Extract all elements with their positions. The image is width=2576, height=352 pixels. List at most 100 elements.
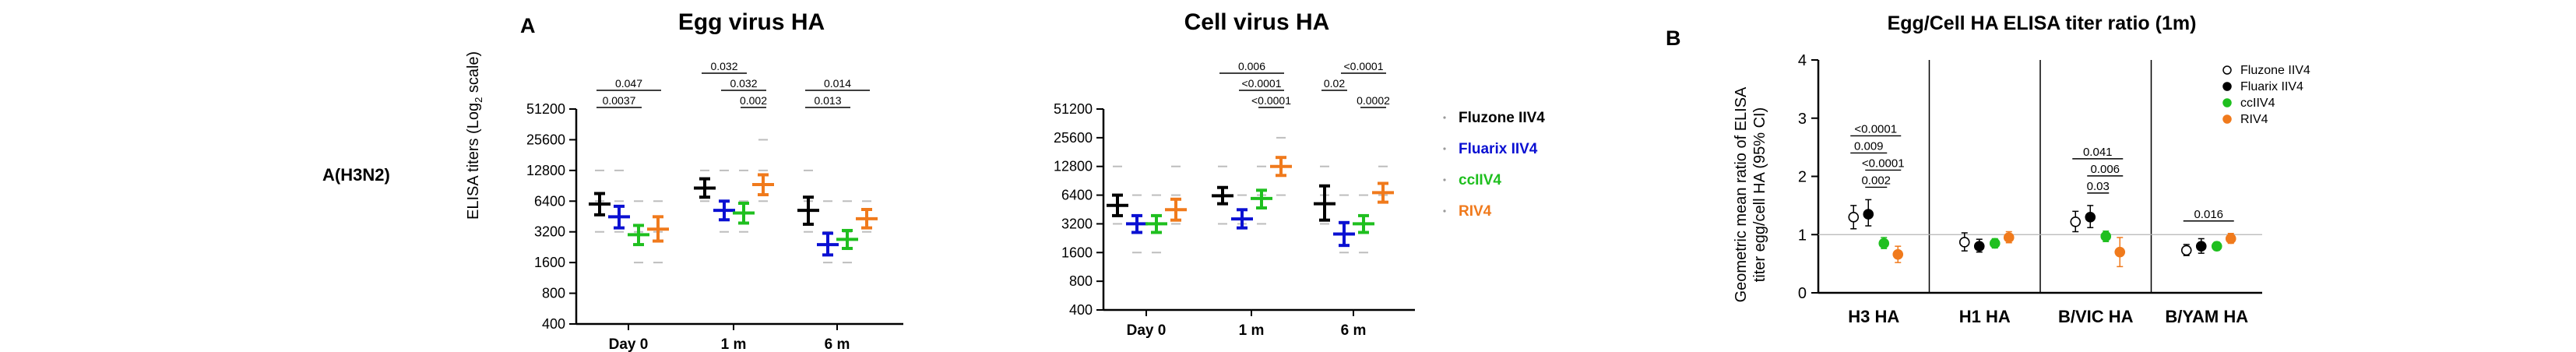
p-value-label: 0.0037	[603, 94, 636, 107]
p-value-label: 0.013	[814, 94, 841, 107]
egg-virus-ha-chart: Egg virus HA 400 800 1600 3200 6400 12800 25600…	[526, 9, 903, 352]
p-value-label: 0.009	[1854, 139, 1884, 153]
p-value-label: 0.006	[1238, 60, 1265, 72]
p-value-label: <0.0001	[1862, 157, 1905, 170]
legend-label: RIV4	[2240, 113, 2268, 126]
data-point	[2085, 212, 2096, 223]
y-tick-label: 1	[1798, 227, 1807, 244]
egg-cell-ratio-chart: Egg/Cell HA ELISA titer ratio (1m) 0 1 2 3 4 H…	[1798, 12, 2310, 326]
y-axis-label-b-line1: Geometric mean ratio of ELISA	[1733, 86, 1750, 302]
legend-label: Fluarix IIV4	[2240, 80, 2303, 93]
data-point	[2070, 216, 2082, 227]
y-axis-label-a: ELISA titers (Log2 scale)	[465, 51, 484, 220]
series-cciiv4	[628, 202, 858, 251]
panel-b-letter: B	[1666, 26, 1681, 50]
series-fluzone-iiv4	[589, 177, 819, 226]
chart-title: Cell virus HA	[1184, 9, 1330, 35]
data-point	[2225, 233, 2236, 245]
p-value-label: 0.02	[1324, 77, 1345, 90]
p-value-label: 0.002	[1861, 174, 1891, 187]
legend-label: Fluzone IIV4	[2240, 64, 2310, 77]
legend-label: ccIIV4	[1459, 172, 1501, 188]
series-fluarix-iiv4	[608, 199, 839, 257]
legend-marker	[2222, 82, 2232, 91]
y-tick-label: 3200	[534, 224, 565, 240]
data-point	[1863, 209, 1874, 220]
data-point	[2003, 232, 2015, 243]
data-point	[2114, 246, 2126, 258]
x-tick-label: H1 HA	[1959, 307, 2011, 326]
p-value-label: 0.032	[730, 77, 757, 90]
legend-label: Fluzone IIV4	[1459, 110, 1545, 126]
series-fluarix-iiv4	[1126, 208, 1355, 248]
chart-title: Egg/Cell HA ELISA titer ratio (1m)	[1888, 12, 2197, 34]
legend-marker	[1443, 116, 1446, 119]
data-point	[1892, 248, 1904, 260]
data-point	[1848, 212, 1860, 223]
p-value-label: 0.002	[740, 94, 767, 107]
series-riv4	[1165, 156, 1394, 222]
series-cciiv4	[1145, 188, 1374, 234]
y-tick-label: 3	[1798, 111, 1807, 128]
legend-marker	[1443, 209, 1446, 213]
x-tick-label: Day 0	[1127, 322, 1167, 339]
y-tick-label: 800	[1069, 273, 1093, 289]
x-tick-label: 1 m	[1239, 322, 1265, 339]
y-tick-label: 400	[1069, 302, 1093, 318]
y-tick-label: 400	[542, 316, 565, 332]
legend-marker	[2222, 65, 2232, 75]
y-tick-label: 51200	[526, 101, 565, 117]
p-value-label: <0.0001	[1854, 122, 1897, 136]
p-value-label: 0.041	[2083, 146, 2113, 159]
chart-title: Egg virus HA	[678, 9, 825, 35]
series-fluarix-iiv4	[1863, 199, 2207, 254]
y-tick-label: 6400	[1061, 188, 1093, 203]
series-fluzone-iiv4	[1848, 205, 2192, 256]
y-tick-label: 51200	[1054, 101, 1093, 117]
y-tick-label: 12800	[1054, 159, 1093, 174]
p-value-label: 0.047	[615, 77, 642, 90]
data-point	[1989, 238, 2001, 249]
y-tick-label: 2	[1798, 169, 1807, 186]
p-value-label: 0.014	[824, 77, 851, 90]
p-value-label: 0.03	[2087, 180, 2110, 193]
p-value-label: <0.0001	[1344, 60, 1384, 72]
p-value-label: 0.032	[710, 60, 737, 72]
data-point	[1878, 238, 1890, 249]
p-value-label: 0.006	[2090, 163, 2120, 176]
legend-marker	[1443, 178, 1446, 181]
x-tick-label: Day 0	[609, 336, 649, 352]
p-value-label: <0.0001	[1251, 94, 1291, 107]
panel-a-letter: A	[520, 14, 536, 37]
x-tick-label: 6 m	[825, 336, 850, 352]
data-point	[2211, 241, 2222, 252]
x-tick-label: H3 HA	[1848, 307, 1899, 326]
legend-label: ccIIV4	[2240, 97, 2275, 110]
series-riv4	[647, 173, 878, 243]
p-value-label: <0.0001	[1242, 77, 1282, 90]
x-tick-label: B/YAM HA	[2165, 307, 2248, 326]
y-tick-label: 25600	[526, 132, 565, 147]
x-tick-label: 6 m	[1341, 322, 1367, 339]
cell-virus-ha-chart: Cell virus HA 400 800 1600 3200 6400 12800 2560…	[1054, 9, 1545, 339]
p-value-label: 0.016	[2194, 208, 2223, 221]
figure-labels: A(H3N2) A B ELISA titers (Log2 scale) Ge…	[322, 14, 1768, 302]
y-tick-label: 1600	[534, 255, 565, 270]
series-fluzone-iiv4	[1107, 184, 1336, 222]
row-label: A(H3N2)	[322, 165, 390, 185]
legend-marker	[2222, 98, 2232, 107]
data-point	[2100, 231, 2112, 242]
y-tick-label: 4	[1798, 52, 1807, 69]
x-tick-label: B/VIC HA	[2058, 307, 2134, 326]
series-riv4	[1892, 231, 2236, 268]
legend-marker	[2222, 114, 2232, 124]
data-point	[1973, 241, 1985, 252]
y-tick-label: 12800	[526, 163, 565, 178]
p-value-label: 0.0002	[1357, 94, 1390, 107]
legend-label: Fluarix IIV4	[1459, 141, 1538, 157]
y-tick-label: 3200	[1061, 216, 1093, 231]
data-point	[2195, 241, 2207, 252]
data-point	[1958, 237, 1970, 248]
series-cciiv4	[1878, 231, 2222, 252]
